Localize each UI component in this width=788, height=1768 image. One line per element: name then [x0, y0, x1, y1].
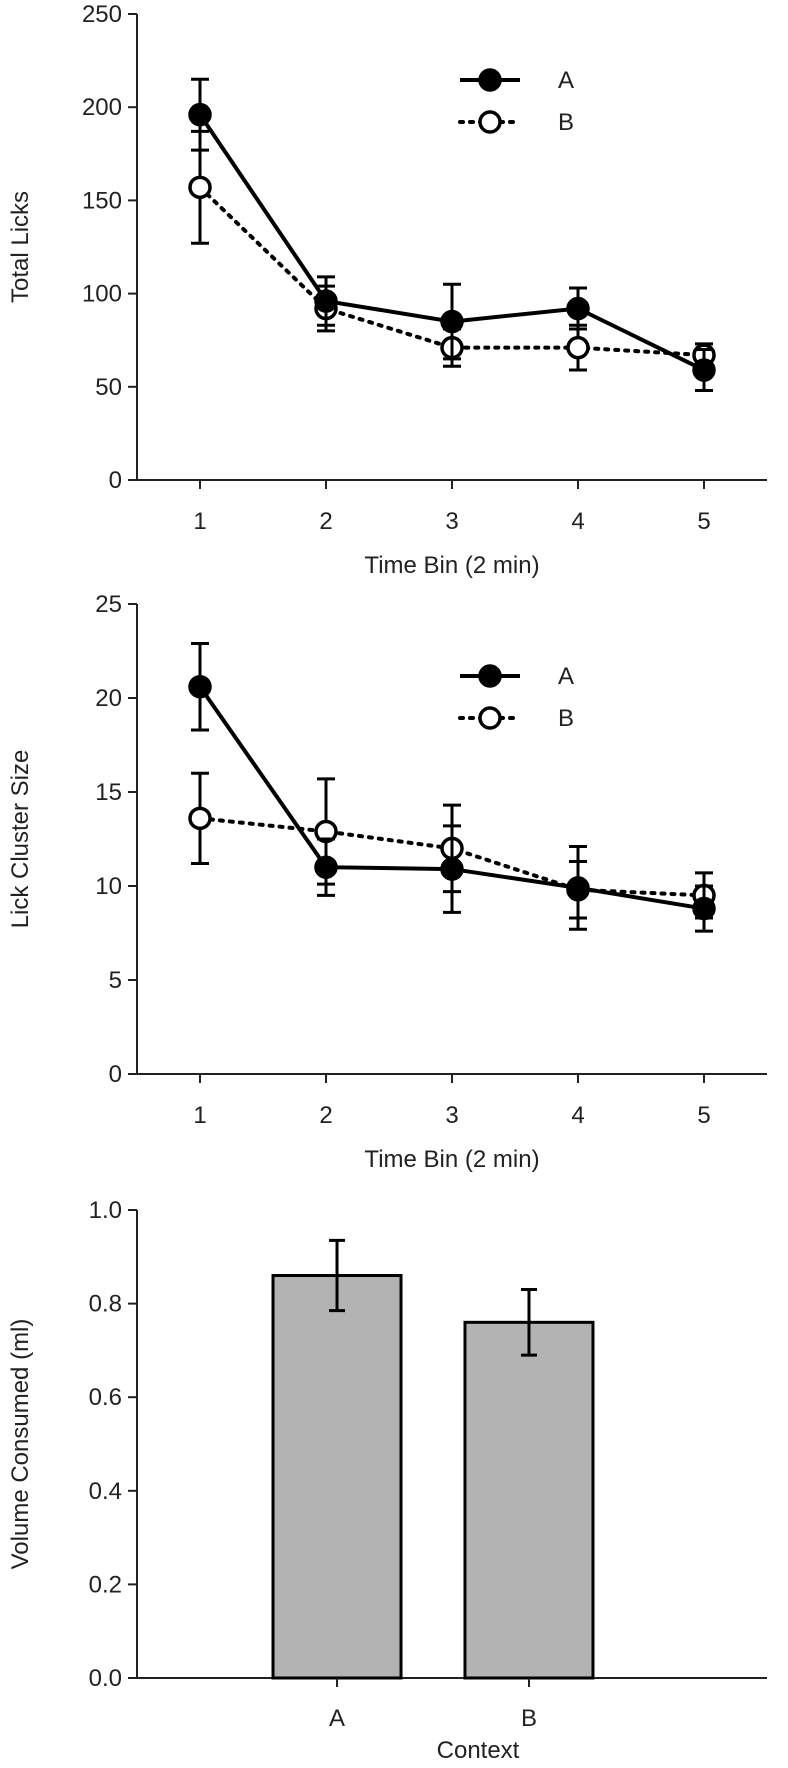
x-tick-label: 3 [445, 1102, 458, 1129]
bar-a [271, 1274, 403, 1680]
y-axis-title: Lick Cluster Size [7, 750, 34, 929]
y-tick-label: 250 [82, 1, 122, 28]
legend: AB [458, 67, 574, 136]
legend-label: B [558, 109, 574, 136]
data-point [440, 857, 464, 881]
legend-marker [478, 706, 502, 730]
data-point [188, 674, 212, 699]
x-tick-label: 5 [697, 1102, 710, 1129]
chart-1: 0 50 100 150 200 250 Total Licks 1 2 3 4 5 Time Bin … [7, 1, 767, 579]
y-tick-label: 0.4 [89, 1478, 122, 1505]
x-axis-title: Context [437, 1737, 520, 1764]
y-tick-label: 0.6 [89, 1384, 122, 1411]
y-tick-label: 200 [82, 94, 122, 121]
x-tick-label: 4 [571, 1102, 584, 1129]
y-tick-label: 50 [95, 374, 122, 401]
y-tick-label: 150 [82, 187, 122, 214]
y-tick-label: 5 [109, 967, 122, 994]
series-line [198, 185, 706, 358]
y-tick-label: 10 [95, 873, 122, 900]
data-point [566, 876, 590, 900]
legend-marker [478, 110, 502, 134]
data-point [566, 335, 590, 360]
legend-marker [478, 68, 502, 92]
x-tick-label: 3 [445, 508, 458, 535]
legend-label: A [558, 67, 574, 94]
x-tick-label: 1 [193, 1102, 206, 1129]
data-point [188, 806, 212, 831]
x-tick-label: 2 [319, 508, 332, 535]
x-tick-label: 2 [319, 1102, 332, 1129]
y-tick-label: 1.0 [89, 1197, 122, 1224]
y-tick-label: 0 [109, 1061, 122, 1088]
chart-2: 0 5 10 15 20 25 Lick Cluster Size 1 2 3 4 5 Time Bin… [7, 591, 767, 1173]
x-tick-label: 1 [193, 508, 206, 535]
y-tick-label: 100 [82, 281, 122, 308]
series-a [188, 77, 716, 393]
x-axis-title: Time Bin (2 min) [364, 552, 539, 579]
y-axis-title: Volume Consumed (ml) [7, 1319, 34, 1570]
legend: AB [458, 663, 574, 732]
y-axis-title: Total Licks [7, 191, 34, 303]
x-axis-title: Time Bin (2 min) [364, 1146, 539, 1173]
data-point [314, 289, 338, 313]
data-point [566, 296, 590, 321]
y-tick-label: 0.8 [89, 1291, 122, 1318]
y-tick-label: 0.2 [89, 1571, 122, 1598]
x-tick-label: 5 [697, 508, 710, 535]
data-point [314, 855, 338, 879]
chart-3: 0.0 0.2 0.4 0.6 0.8 1.0 Volume Consumed (ml) A B… [7, 1197, 767, 1764]
y-tick-label: 20 [95, 685, 122, 712]
y-tick-label: 0.0 [89, 1665, 122, 1692]
x-tick-label: 4 [571, 508, 584, 535]
legend-label: B [558, 705, 574, 732]
data-point [692, 358, 716, 382]
data-point [188, 175, 212, 200]
data-point [440, 309, 464, 334]
y-tick-label: 0 [109, 467, 122, 494]
x-tick-label: A [329, 1705, 345, 1732]
legend-label: A [558, 663, 574, 690]
y-tick-label: 25 [95, 591, 122, 618]
data-point [188, 102, 212, 127]
series-a [188, 641, 716, 933]
x-tick-label: B [521, 1705, 537, 1732]
legend-marker [478, 664, 502, 688]
y-tick-label: 15 [95, 779, 122, 806]
data-point [692, 896, 716, 921]
bar-b [463, 1320, 595, 1680]
